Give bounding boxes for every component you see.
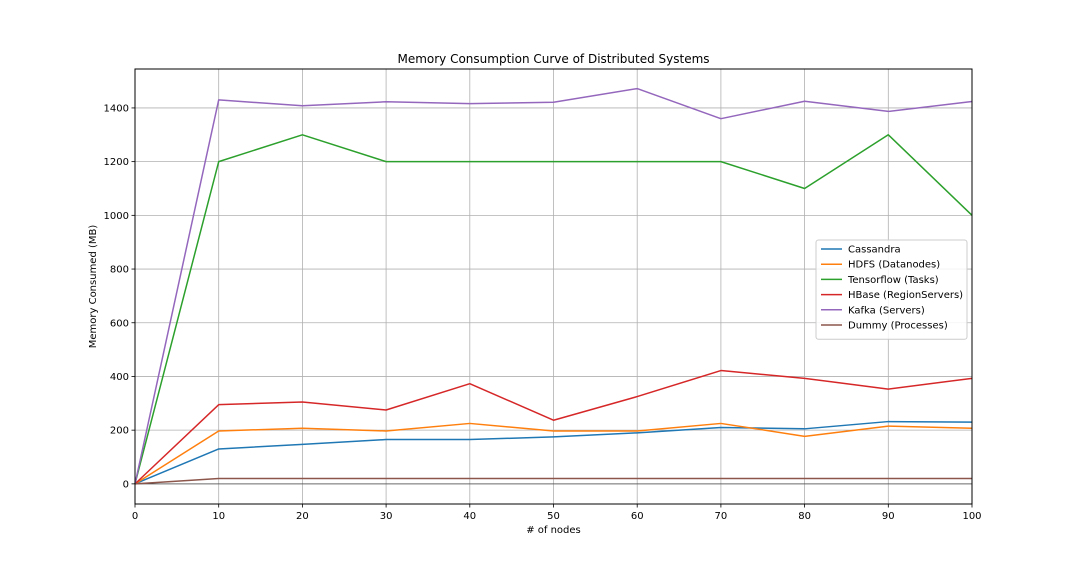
series-line-hdfs-datanodes — [134, 422, 973, 485]
series-group — [134, 87, 973, 485]
x-tick-label: 20 — [296, 511, 309, 522]
legend-entry: Dummy (Processes) — [848, 321, 948, 332]
legend-entry: Kafka (Servers) — [848, 305, 925, 316]
legend-entry: HDFS (Datanodes) — [848, 260, 940, 271]
y-tick-label: 0 — [123, 479, 129, 490]
y-tick-label: 400 — [110, 372, 129, 383]
x-axis-label: # of nodes — [526, 525, 581, 536]
legend: Cassandra HDFS (Datanodes) Tensorflow (Tas… — [815, 239, 968, 340]
y-tick-label: 200 — [110, 426, 129, 437]
legend-box — [815, 239, 968, 340]
x-tick-label: 80 — [798, 511, 811, 522]
x-tick-label: 10 — [212, 511, 225, 522]
series-line-tensorflow-tasks — [134, 134, 973, 485]
y-axis-label: Memory Consumed (MB) — [88, 225, 99, 349]
legend-entry: HBase (RegionServers) — [848, 290, 963, 301]
x-tick-label: 70 — [715, 511, 728, 522]
y-tick-label: 1200 — [104, 157, 129, 168]
x-tick-label: 40 — [463, 511, 476, 522]
x-tick-label: 100 — [962, 511, 981, 522]
x-tick-label: 0 — [132, 511, 138, 522]
x-tick-label: 50 — [547, 511, 560, 522]
legend-entry: Cassandra — [848, 245, 901, 256]
y-tick-label: 1000 — [104, 211, 129, 222]
series-line-dummy-processes — [134, 477, 972, 485]
legend-entry: Tensorflow (Tasks) — [847, 275, 939, 286]
x-tick-label: 90 — [882, 511, 895, 522]
series-line-kafka-servers — [134, 87, 973, 485]
series-line-cassandra — [134, 420, 973, 485]
series-line-hbase-regionservers — [134, 369, 973, 485]
y-tick-label: 600 — [110, 318, 129, 329]
chart-title: Memory Consumption Curve of Distributed … — [397, 52, 709, 66]
x-tick-label: 30 — [380, 511, 393, 522]
y-tick-label: 800 — [110, 265, 129, 276]
y-tick-label: 1400 — [104, 103, 129, 114]
x-tick-label: 60 — [631, 511, 644, 522]
ticks: 0 10 20 30 40 50 60 70 80 90 100020040060080010001… — [104, 103, 982, 522]
